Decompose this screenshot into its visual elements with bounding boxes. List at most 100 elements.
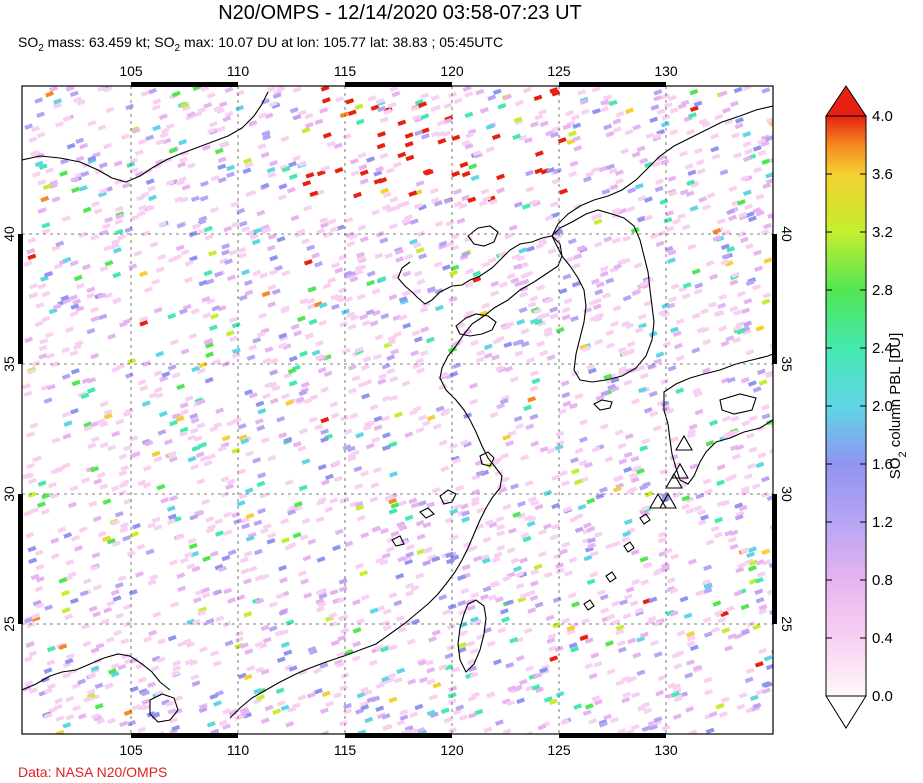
so2-pixel	[141, 698, 151, 706]
so2-pixel	[652, 424, 662, 432]
so2-pixel	[260, 668, 270, 676]
so2-pixel	[353, 191, 362, 199]
so2-pixel	[654, 567, 664, 575]
so2-pixel	[751, 482, 761, 490]
so2-pixel	[702, 579, 711, 586]
so2-pixel	[386, 354, 396, 361]
so2-pixel	[380, 527, 389, 535]
so2-pixel	[65, 86, 75, 92]
so2-pixel	[205, 526, 215, 534]
colorbar-tick-label: 1.6	[872, 456, 893, 473]
so2-pixel	[617, 258, 627, 266]
so2-pixel	[319, 217, 329, 224]
so2-pixel	[92, 515, 102, 522]
so2-pixel	[371, 525, 381, 533]
so2-pixel	[661, 311, 671, 318]
so2-pixel	[689, 105, 699, 113]
so2-pixel	[156, 656, 166, 663]
so2-pixel	[499, 398, 509, 405]
so2-pixel	[145, 548, 155, 556]
so2-pixel	[506, 699, 516, 707]
so2-pixel	[217, 445, 227, 452]
so2-pixel	[138, 688, 148, 695]
so2-pixel	[349, 233, 358, 240]
so2-pixel	[297, 694, 307, 701]
so2-pixel	[135, 571, 144, 578]
so2-pixel	[167, 364, 177, 371]
so2-pixel	[700, 308, 709, 315]
so2-pixel	[198, 606, 207, 613]
so2-pixel	[755, 325, 765, 332]
so2-pixel	[423, 547, 432, 554]
so2-pixel	[731, 132, 740, 139]
so2-pixel	[322, 282, 332, 290]
so2-pixel	[451, 666, 460, 674]
so2-pixel	[597, 589, 606, 596]
so2-pixel	[574, 513, 584, 520]
so2-pixel	[672, 330, 682, 338]
so2-pixel	[448, 296, 458, 303]
so2-pixel	[198, 441, 208, 449]
so2-pixel	[514, 350, 524, 357]
so2-pixel	[389, 86, 399, 93]
so2-pixel	[441, 408, 451, 415]
so2-pixel	[210, 650, 219, 657]
so2-pixel	[628, 486, 638, 493]
so2-pixel	[285, 399, 294, 407]
so2-pixel	[496, 402, 505, 410]
so2-pixel	[570, 114, 580, 121]
so2-pixel	[172, 665, 182, 672]
so2-pixel	[190, 195, 200, 203]
so2-pixel	[518, 134, 527, 142]
so2-pixel	[761, 413, 771, 420]
so2-pixel	[28, 557, 38, 564]
so2-pixel	[426, 678, 436, 685]
so2-pixel	[155, 266, 165, 274]
so2-pixel	[675, 354, 685, 362]
so2-pixel	[418, 659, 428, 667]
so2-pixel	[513, 201, 523, 208]
so2-pixel	[54, 697, 64, 705]
so2-pixel	[545, 614, 555, 622]
lon-tick-label: 115	[334, 63, 357, 79]
so2-pixel	[388, 592, 398, 599]
so2-pixel	[760, 491, 770, 499]
so2-pixel	[306, 244, 316, 251]
so2-pixel	[46, 645, 56, 653]
so2-pixel	[136, 210, 146, 217]
so2-pixel	[735, 117, 744, 124]
so2-pixel	[77, 391, 87, 398]
so2-pixel	[171, 724, 181, 732]
so2-pixel	[248, 344, 258, 351]
so2-pixel	[662, 340, 672, 348]
so2-pixel	[86, 286, 96, 294]
so2-pixel	[252, 337, 262, 344]
so2-pixel	[38, 163, 48, 170]
so2-pixel	[714, 113, 724, 121]
so2-pixel	[373, 424, 383, 431]
so2-pixel	[187, 537, 197, 545]
so2-pixel	[755, 461, 765, 469]
so2-pixel	[629, 600, 639, 607]
so2-pixel	[481, 261, 490, 268]
so2-pixel	[420, 113, 430, 120]
so2-pixel	[552, 552, 562, 560]
so2-pixel	[168, 455, 178, 463]
so2-pixel	[292, 531, 302, 539]
so2-pixel	[292, 441, 302, 448]
so2-pixel	[80, 170, 90, 178]
so2-pixel	[450, 554, 460, 562]
so2-pixel	[579, 343, 589, 351]
so2-pixel	[145, 178, 155, 185]
so2-pixel	[122, 410, 132, 418]
so2-pixel	[551, 523, 561, 530]
so2-pixel	[41, 228, 51, 235]
so2-pixel	[343, 270, 353, 277]
so2-pixel	[144, 440, 154, 447]
so2-pixel	[538, 108, 547, 116]
so2-pixel	[537, 723, 547, 731]
so2-pixel	[685, 706, 694, 713]
so2-pixel	[253, 227, 263, 234]
so2-pixel	[358, 163, 368, 171]
so2-pixel	[633, 262, 643, 269]
